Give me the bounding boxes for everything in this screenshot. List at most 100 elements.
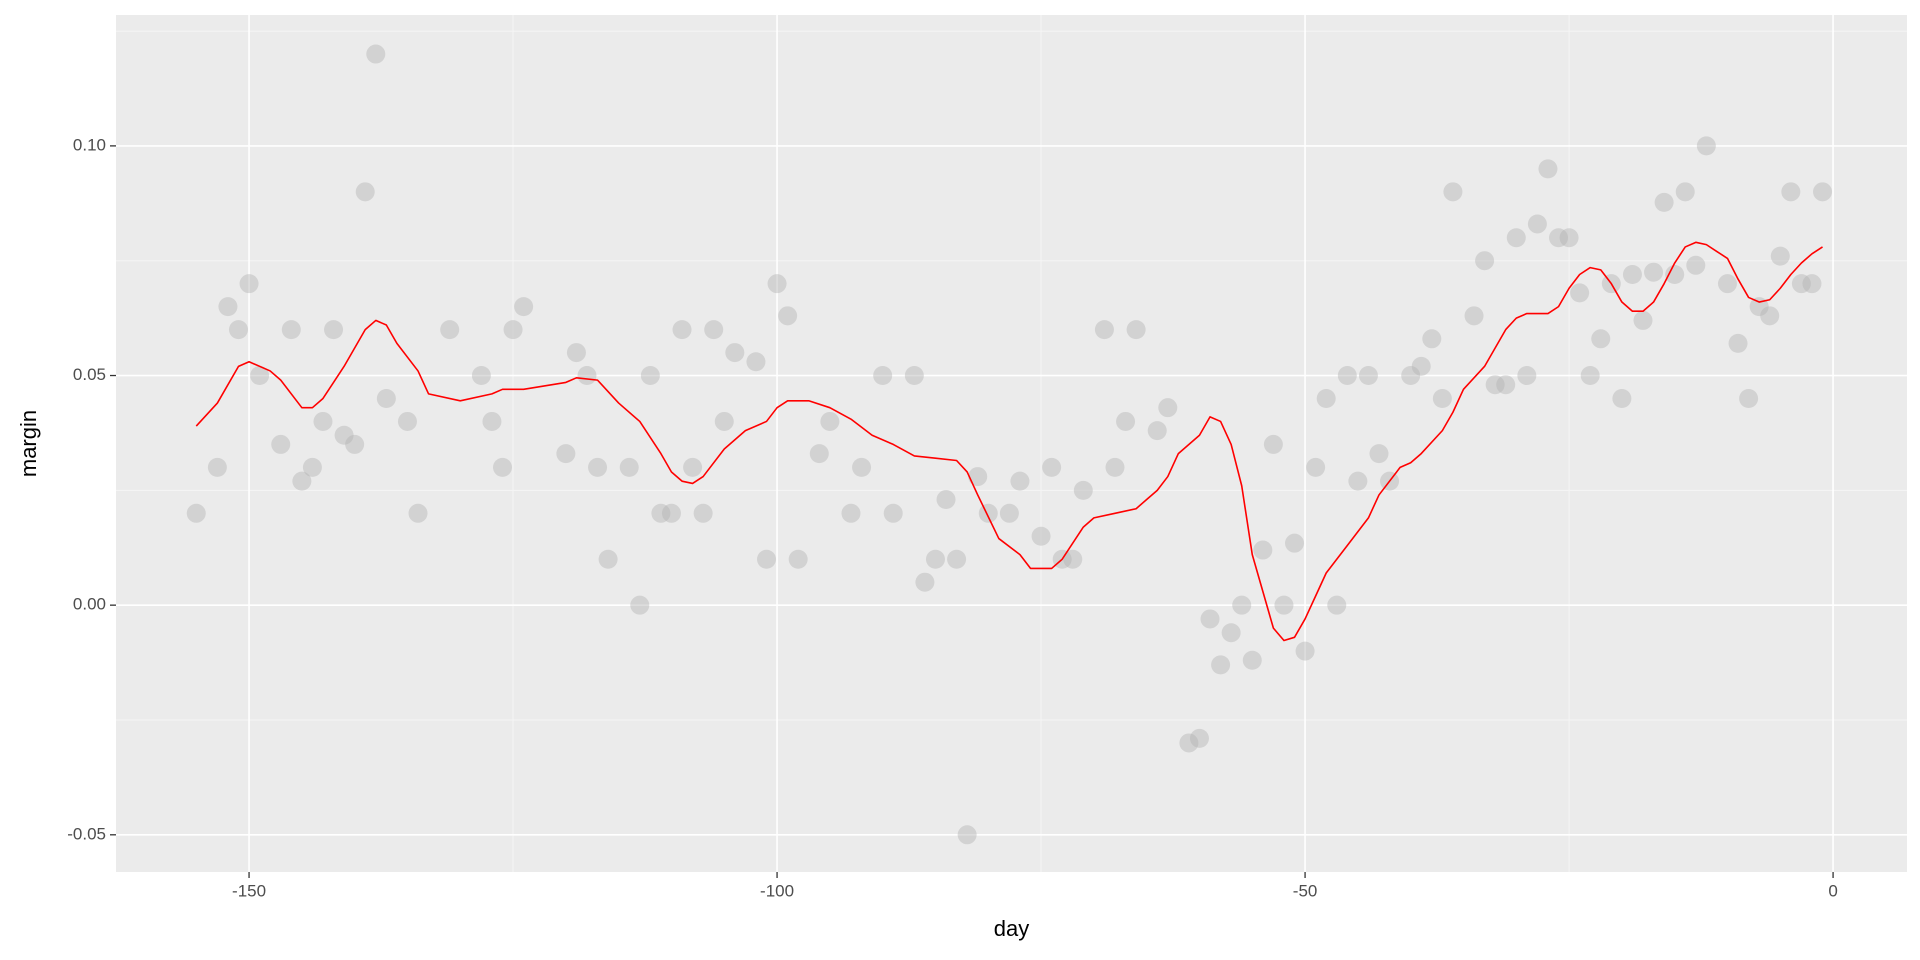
point (313, 411, 333, 431)
point (788, 549, 808, 569)
point (1570, 283, 1590, 303)
x-tick-label: -150 (232, 881, 266, 900)
point (1760, 306, 1780, 326)
point (1253, 540, 1273, 560)
point (1327, 595, 1347, 615)
point (408, 503, 428, 523)
point (1538, 159, 1558, 179)
minor-grid (116, 15, 1907, 872)
point (725, 343, 745, 363)
point (355, 182, 375, 202)
point (1295, 641, 1315, 661)
point (904, 366, 924, 386)
point (281, 320, 301, 340)
point (852, 457, 872, 477)
major-grid (116, 15, 1907, 872)
point (1464, 306, 1484, 326)
point (693, 503, 713, 523)
point (471, 366, 491, 386)
point (292, 471, 312, 491)
point (482, 411, 502, 431)
point (1739, 388, 1759, 408)
point (577, 366, 597, 386)
point (640, 366, 660, 386)
point (1813, 182, 1833, 202)
point (1612, 388, 1632, 408)
point (651, 503, 671, 523)
point (239, 274, 259, 294)
point (1105, 457, 1125, 477)
point (1496, 375, 1516, 395)
point (957, 825, 977, 845)
point (704, 320, 724, 340)
point (207, 457, 227, 477)
point (1665, 264, 1685, 284)
point (841, 503, 861, 523)
point (186, 503, 206, 523)
point (1770, 246, 1790, 266)
point (1200, 609, 1220, 629)
point (1031, 526, 1051, 546)
point (1010, 471, 1030, 491)
point (1432, 388, 1452, 408)
point (218, 297, 238, 317)
x-axis-title: day (994, 916, 1029, 941)
x-tick-label: 0 (1828, 881, 1837, 900)
point (250, 366, 270, 386)
point (514, 297, 534, 317)
point (1591, 329, 1611, 349)
point (1316, 388, 1336, 408)
point (714, 411, 734, 431)
point (1179, 733, 1199, 753)
point (1348, 471, 1368, 491)
point (672, 320, 692, 340)
point (334, 425, 354, 445)
point (1675, 182, 1695, 202)
point (873, 366, 893, 386)
point (1728, 333, 1748, 353)
point (1063, 549, 1083, 569)
point (1242, 650, 1262, 670)
point (598, 549, 618, 569)
point (1221, 623, 1241, 643)
point (302, 457, 322, 477)
point (271, 434, 291, 454)
point (767, 274, 787, 294)
point (1633, 310, 1653, 330)
point (1443, 182, 1463, 202)
y-tick-label: -0.05 (67, 824, 106, 843)
point (440, 320, 460, 340)
y-axis-title: margin (16, 410, 41, 477)
point (915, 572, 935, 592)
point (883, 503, 903, 523)
point (1622, 264, 1642, 284)
point (1094, 320, 1114, 340)
point (1485, 375, 1505, 395)
point (397, 411, 417, 431)
point (778, 306, 798, 326)
point (1549, 228, 1569, 248)
point (1717, 274, 1737, 294)
point (366, 44, 386, 64)
point (757, 549, 777, 569)
point (1358, 366, 1378, 386)
point (566, 343, 586, 363)
point (1401, 366, 1421, 386)
point (1506, 228, 1526, 248)
point (556, 444, 576, 464)
point (1559, 228, 1579, 248)
point (809, 444, 829, 464)
data-layer (186, 44, 1833, 845)
point (1369, 444, 1389, 464)
point (947, 549, 967, 569)
point (1644, 262, 1664, 282)
point (503, 320, 523, 340)
axes: -150 -100 -50 0 -0.05 0.00 0.05 0.10 (67, 135, 1838, 900)
point (1517, 366, 1537, 386)
point (1073, 480, 1093, 500)
point (1337, 366, 1357, 386)
point (978, 503, 998, 523)
point (925, 549, 945, 569)
